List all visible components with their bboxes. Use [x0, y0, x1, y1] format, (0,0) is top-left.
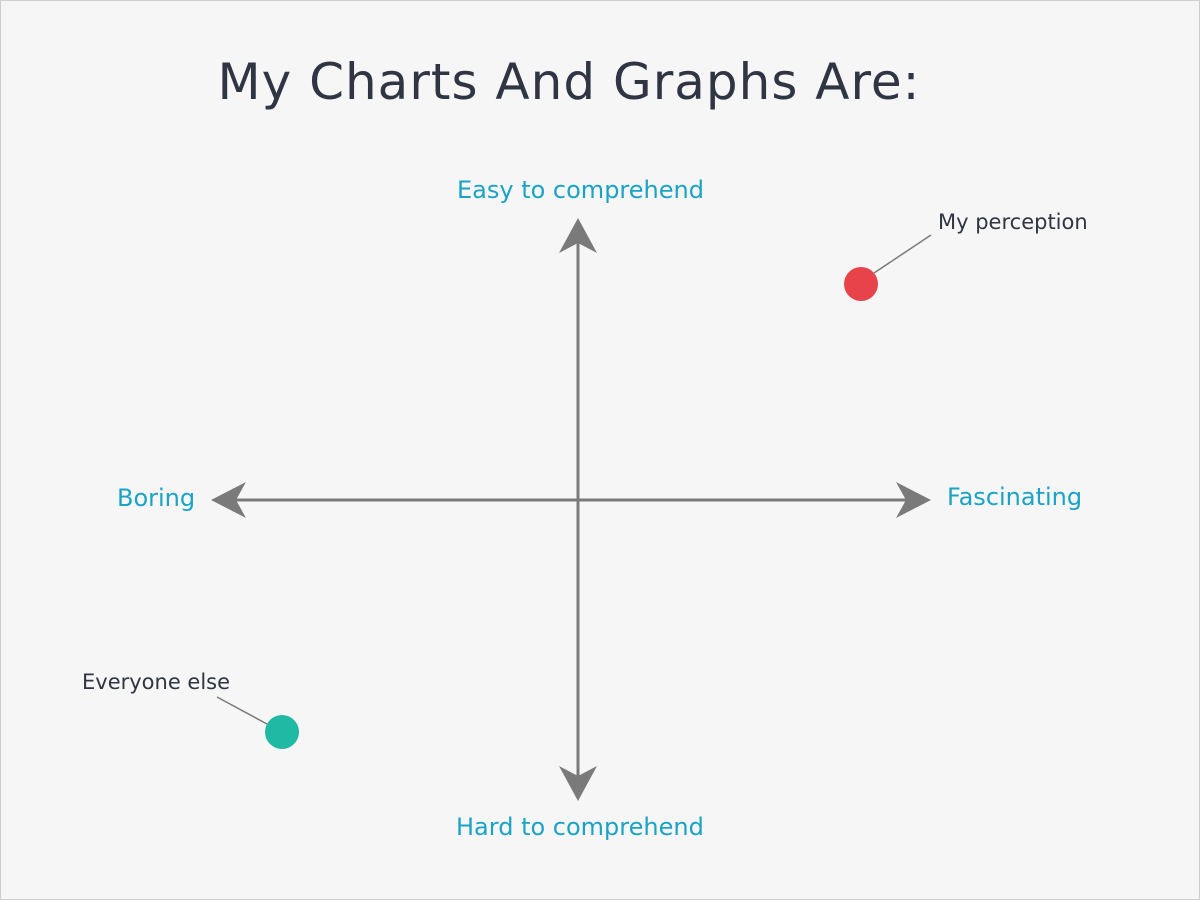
- my-perception-point: [844, 267, 878, 301]
- right-arrow-icon: [896, 482, 931, 518]
- left-arrow-icon: [211, 482, 246, 518]
- my-perception-leader: [873, 234, 932, 274]
- page-title: My Charts And Graphs Are:: [217, 53, 921, 111]
- down-arrow-icon: [559, 766, 597, 801]
- everyone-else-point: [265, 715, 299, 749]
- axis-label-top: Easy to comprehend: [457, 176, 704, 204]
- axis-label-left: Boring: [117, 484, 196, 512]
- axis-label-right: Fascinating: [947, 483, 1083, 511]
- everyone-else-leader: [216, 696, 268, 725]
- up-arrow-icon: [559, 218, 597, 253]
- everyone-else-label: Everyone else: [82, 670, 231, 694]
- axis-label-bottom: Hard to comprehend: [456, 813, 704, 841]
- my-perception-label: My perception: [938, 210, 1088, 234]
